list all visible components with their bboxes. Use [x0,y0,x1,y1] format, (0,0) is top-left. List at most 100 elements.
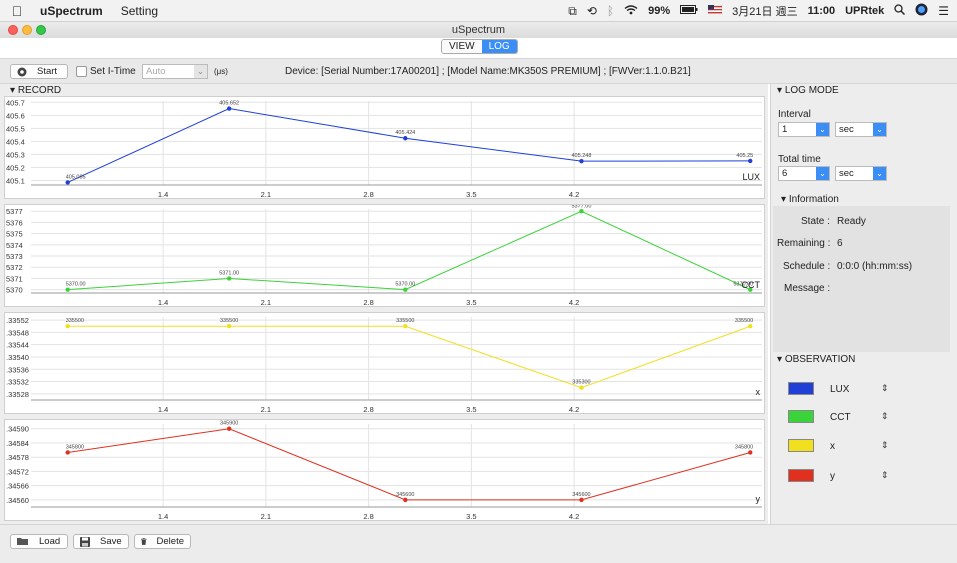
cct-y-tick-label: 5377 [6,207,23,216]
interval-label: Interval [778,109,811,120]
y-data-point [579,497,584,503]
minimize-window-icon[interactable] [22,25,32,35]
y-visibility-stepper-icon[interactable]: ⇕ [881,470,889,480]
time-machine-icon[interactable]: ⟲ [586,4,597,18]
x-visibility-stepper-icon[interactable]: ⇕ [881,440,889,450]
set-itime-label: Set I-Time [90,66,136,77]
lux-data-label: 405.25 [736,153,753,159]
menu-date[interactable]: 3月21日 週三 [732,6,798,18]
tab-log[interactable]: LOG [481,40,517,53]
lux-y-tick-label: 405.5 [6,124,25,133]
delete-button[interactable]: Delete [134,534,191,549]
y-data-point [226,426,232,431]
lux-data-label: 405.652 [219,101,239,107]
lux-data-point [748,158,753,164]
cct-y-tick-label: 5370 [6,286,23,295]
cct-color-swatch[interactable] [788,410,814,423]
total-time-value: 6 [782,168,788,179]
device-info: Device: [Serial Number:17A00201] ; [Mode… [285,66,691,77]
x-color-swatch[interactable] [788,439,814,452]
chevron-down-icon: ⌄ [816,167,829,180]
apple-icon[interactable]:  [4,3,30,19]
cct-data-point [579,209,584,214]
cct-chart: 5377 5376 5375 5374 5373 5372 5371 5370 1.4 2.1 2.… [6,205,762,307]
lux-x-tick-label: 4.2 [569,190,579,199]
plot-x: .33552 .33548 .33544 .33540 .33536 .33532 .335… [4,312,765,414]
y-data-label: 345900 [220,421,238,427]
menu-app-name[interactable]: uSpectrum [40,3,103,18]
lux-y-tick-label: 405.6 [6,111,25,120]
lux-y-tick-label: 405.2 [6,163,25,172]
save-button[interactable]: Save [73,534,129,549]
plot-y: .34590 .34584 .34578 .34572 .34566 .34560 1.4 2… [4,419,765,521]
lux-x-tick-label: 2.8 [363,190,373,199]
save-label: Save [100,536,122,547]
total-time-unit-select[interactable]: sec ⌄ [835,166,887,181]
y-y-tick-label: .34572 [6,467,29,476]
start-button[interactable]: Start [10,64,68,79]
record-panel: ▾ RECORD 405.7 405.6 405.5 405.4 405.3 405.2 4… [0,84,768,524]
lux-visibility-stepper-icon[interactable]: ⇕ [881,383,889,393]
menu-bar:  uSpectrum Setting ⧉ ⟲ ᛒ 99% 3月21日 週三 1… [0,0,957,22]
cct-y-tick-label: 5375 [6,230,23,239]
chevron-down-icon: ⌄ [873,167,886,180]
interval-select[interactable]: 1 ⌄ [778,122,830,137]
siri-icon[interactable] [915,3,928,19]
wifi-icon[interactable] [624,4,638,18]
y-data-label: 345600 [572,492,590,498]
cct-y-tick-label: 5373 [6,252,23,261]
menu-user[interactable]: UPRtek [845,5,885,17]
lux-y-tick-label: 405.1 [6,176,25,185]
cct-visibility-stepper-icon[interactable]: ⇕ [881,411,889,421]
y-x-tick-label: 1.4 [158,512,168,521]
log-mode-header[interactable]: ▾ LOG MODE [777,85,839,96]
x-y-tick-label: .33536 [6,365,29,374]
lux-x-tick-label: 3.5 [466,190,476,199]
observation-header[interactable]: ▾ OBSERVATION [777,354,856,365]
search-icon[interactable] [894,4,906,18]
lux-data-label: 405.424 [395,130,415,136]
screen-mirror-icon[interactable]: ⧉ [568,3,577,18]
information-box: State : Ready Remaining : 6 Schedule : 0… [773,206,950,352]
cct-data-point [403,287,408,292]
observation-lux-label: LUX [830,384,850,395]
observation-x-label: x [830,441,835,452]
tab-view[interactable]: VIEW [442,40,482,53]
menu-time[interactable]: 11:00 [807,5,836,17]
window-title: uSpectrum [451,24,506,36]
lux-y-tick-label: 405.3 [6,150,25,159]
cct-data-label: 5371.00 [219,270,239,276]
interval-unit-select[interactable]: sec ⌄ [835,122,887,137]
zoom-window-icon[interactable] [36,25,46,35]
x-x-tick-label: 2.8 [363,405,373,414]
lux-x-tick-label: 1.4 [158,190,168,199]
menu-setting[interactable]: Setting [120,3,159,18]
y-color-swatch[interactable] [788,469,814,482]
load-button[interactable]: Load [10,534,68,549]
information-header[interactable]: ▾ Information [781,194,839,205]
bluetooth-icon[interactable]: ᛒ [606,4,615,18]
x-x-tick-label: 4.2 [569,405,579,414]
y-x-tick-label: 3.5 [466,512,476,521]
observation-cct-label: CCT [830,412,851,423]
toolbar: Start Set I-Time Auto ⌄ (μs) Device: [Se… [0,58,957,84]
remaining-label: Remaining : [777,238,831,249]
record-icon [17,67,27,76]
itime-select[interactable]: Auto ⌄ [142,64,208,79]
set-itime-checkbox[interactable] [76,66,87,77]
x-data-point [403,324,408,329]
lux-series-line [67,108,751,183]
record-header[interactable]: ▾ RECORD [10,85,62,96]
x-y-tick-label: .33544 [6,341,29,350]
input-source-flag-icon[interactable] [707,4,723,17]
x-x-tick-label: 1.4 [158,405,168,414]
cct-data-label: 5370.00 [733,282,753,288]
trash-icon [141,538,147,545]
x-y-tick-label: .33552 [6,316,29,325]
notification-center-icon[interactable]: ☰ [938,4,949,18]
battery-icon[interactable] [680,5,698,17]
close-window-icon[interactable] [8,25,18,35]
chevron-down-icon: ⌄ [194,65,207,78]
lux-color-swatch[interactable] [788,382,814,395]
total-time-select[interactable]: 6 ⌄ [778,166,830,181]
